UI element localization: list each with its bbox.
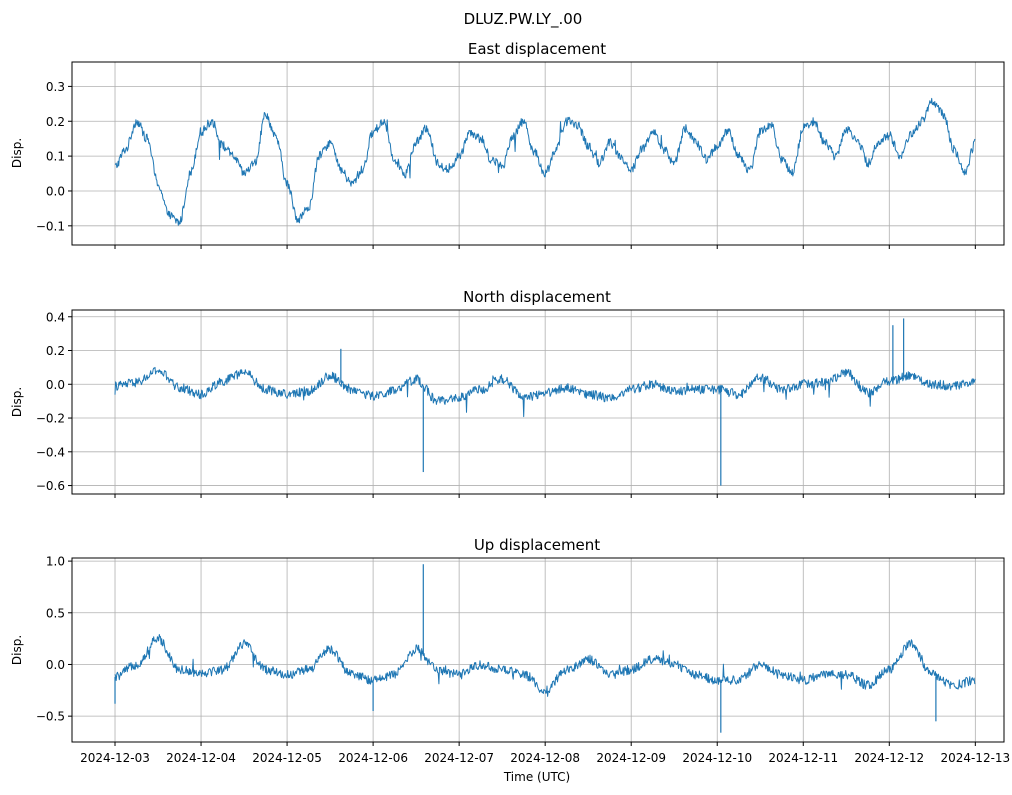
up-axes-frame	[71, 557, 1005, 743]
xtick-label-10: 2024-12-13	[940, 751, 1010, 765]
xtick-label-9: 2024-12-12	[854, 751, 924, 765]
xtick-label-0: 2024-12-03	[80, 751, 150, 765]
north-ytick-label-1: −0.4	[36, 445, 65, 459]
east-ytick-label-4: 0.3	[46, 80, 65, 94]
up-ytick-label-1: 0.0	[46, 658, 65, 672]
east-ytick-label-0: −0.1	[36, 219, 65, 233]
xtick-label-4: 2024-12-07	[424, 751, 494, 765]
up-displacement-panel: Up displacement Disp. −0.5 0.0 0.5 1.0 2024-…	[10, 536, 1010, 765]
east-ytick-label-1: 0.0	[46, 184, 65, 198]
up-ytick-label-3: 1.0	[46, 555, 65, 569]
north-ytick-label-3: 0.0	[46, 378, 65, 392]
north-panel-title: North displacement	[463, 288, 611, 306]
up-panel-ylabel: Disp.	[10, 635, 24, 665]
north-panel-ylabel: Disp.	[10, 387, 24, 417]
up-ytick-label-0: −0.5	[36, 710, 65, 724]
xtick-label-7: 2024-12-10	[682, 751, 752, 765]
north-ytick-label-2: −0.2	[36, 412, 65, 426]
east-ytick-label-2: 0.1	[46, 150, 65, 164]
east-axes-frame	[71, 61, 1005, 246]
east-panel-ylabel: Disp.	[10, 138, 24, 168]
east-series-line	[114, 97, 976, 226]
xtick-label-5: 2024-12-08	[510, 751, 580, 765]
up-ytick-label-2: 0.5	[46, 606, 65, 620]
up-series-line	[114, 634, 976, 697]
east-panel-title: East displacement	[468, 40, 606, 58]
north-ytick-label-4: 0.2	[46, 344, 65, 358]
xtick-label-2: 2024-12-05	[252, 751, 322, 765]
east-ytick-label-3: 0.2	[46, 115, 65, 129]
xtick-label-6: 2024-12-09	[596, 751, 666, 765]
north-ytick-label-5: 0.4	[46, 310, 65, 324]
figure-suptitle: DLUZ.PW.LY_.00	[464, 10, 583, 29]
up-panel-title: Up displacement	[474, 536, 600, 554]
east-displacement-panel: East displacement Disp. −0.1 0.0 0.1 0.2 0.3	[10, 40, 1005, 249]
north-axes-frame	[71, 309, 1005, 495]
xtick-label-3: 2024-12-06	[338, 751, 408, 765]
xtick-label-8: 2024-12-11	[768, 751, 838, 765]
xtick-label-1: 2024-12-04	[166, 751, 236, 765]
north-displacement-panel: North displacement Disp. −0.6 −0.4 −0.2 0.0…	[10, 288, 1005, 498]
north-ytick-label-0: −0.6	[36, 479, 65, 493]
north-series-line	[114, 366, 976, 418]
x-axis-label: Time (UTC)	[503, 770, 570, 784]
